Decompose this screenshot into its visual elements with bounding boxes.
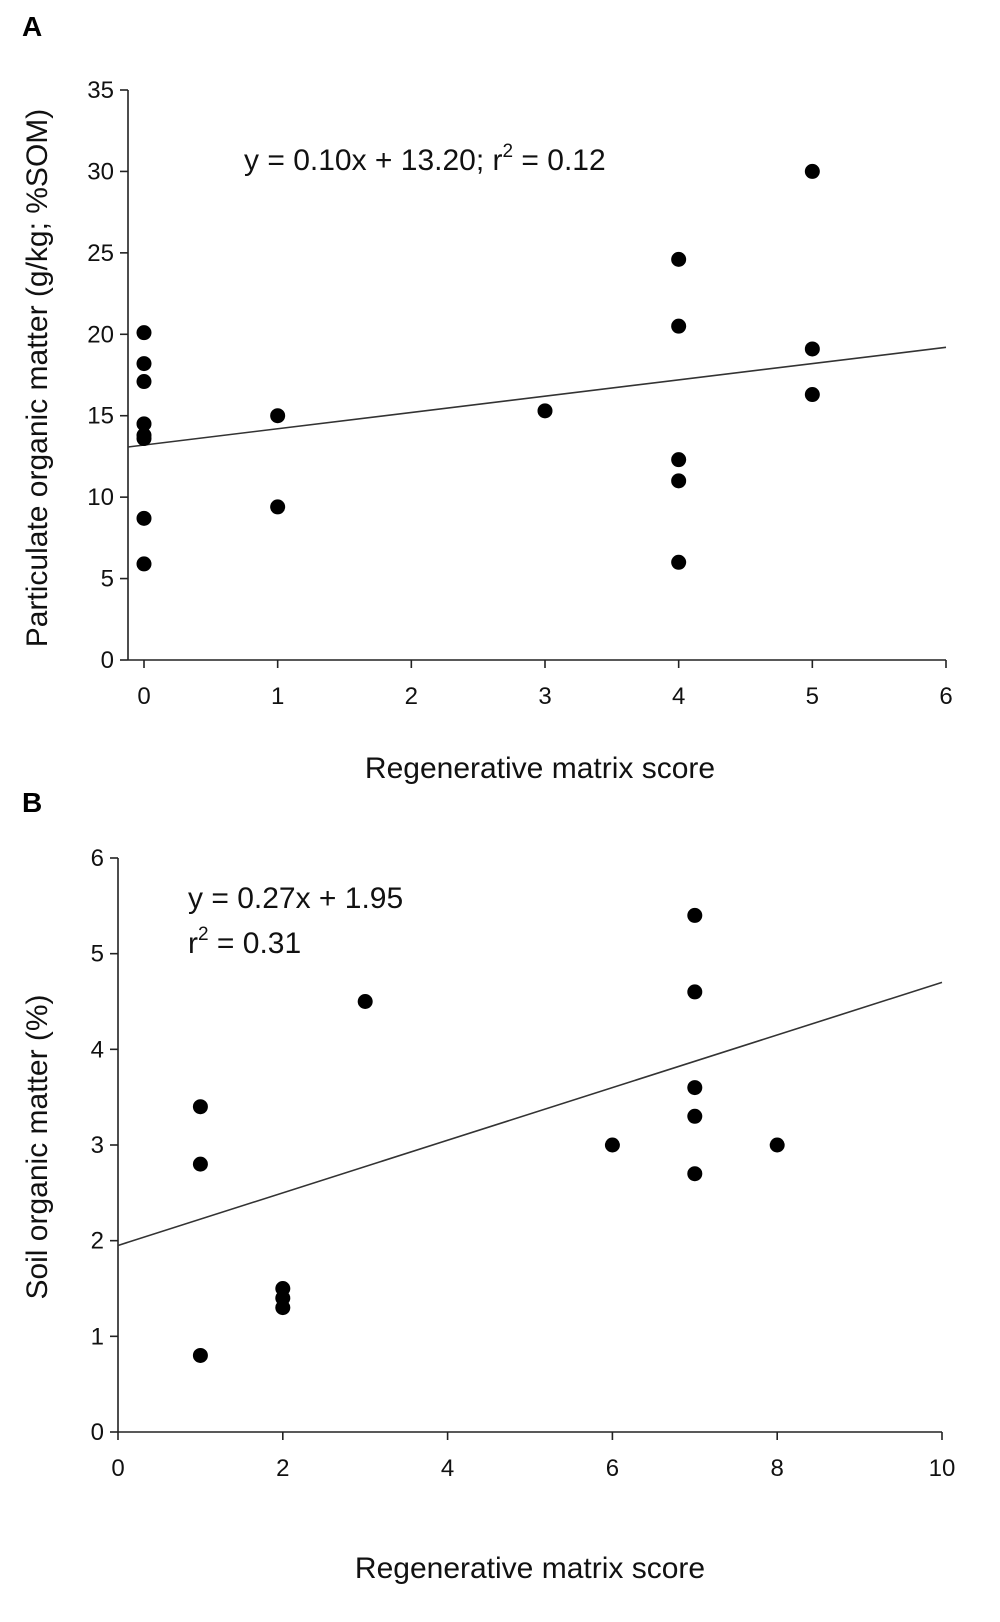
panel-a-trendline [127,346,947,448]
b-y-tick-label: 0 [91,1419,104,1446]
panel-a-equation: y = 0.10x + 13.20; r2 = 0.12 [244,141,606,177]
panel-b-points [192,907,785,1363]
a-data-point [804,387,820,403]
a-data-point [537,403,553,419]
b-data-point [687,984,703,1000]
a-data-point [136,325,152,341]
b-x-tick-label: 0 [111,1455,124,1482]
a-y-tick-label: 0 [101,647,114,674]
a-data-point [671,251,687,267]
b-data-point [192,1347,208,1363]
b-y-tick-label: 5 [91,941,104,968]
b-data-point [687,1108,703,1124]
panel-b-label: B [22,787,42,818]
b-data-point [604,1137,620,1153]
b-x-tick-label: 2 [276,1455,289,1482]
b-y-tick-label: 4 [91,1036,104,1063]
panel-a: A 0 5 10 15 20 25 30 35 0 1 2 3 4 5 6 y = 0.10x + 13.2… [21,11,953,785]
b-data-point [357,994,373,1009]
panel-b-equation-line1: y = 0.27x + 1.95 [188,882,403,915]
a-y-tick-label: 20 [87,321,114,348]
a-data-point [671,318,687,334]
a-y-tick-label: 10 [87,484,114,511]
panel-b: B 0 1 2 3 4 5 6 0 2 4 6 8 10 y = 0.27x + 1.95 r2 = 0… [21,787,955,1585]
panel-a-x-label: Regenerative matrix score [365,752,715,785]
panel-b-x-label: Regenerative matrix score [355,1552,705,1585]
a-data-point [671,554,687,570]
b-y-tick-label: 2 [91,1228,104,1255]
a-x-tick-label: 0 [137,683,150,710]
a-data-point [804,163,820,179]
panel-b-y-label: Soil organic matter (%) [21,994,54,1299]
a-data-point [136,374,152,390]
a-data-point [671,452,687,468]
a-y-tick-label: 15 [87,403,114,430]
panel-b-ticks: 0 1 2 3 4 5 6 0 2 4 6 8 10 [91,845,956,1482]
a-x-tick-label: 3 [538,683,551,710]
a-x-tick-label: 1 [271,683,284,710]
a-data-point [671,473,687,489]
b-data-point [687,1166,703,1182]
b-y-tick-label: 3 [91,1132,104,1159]
b-y-tick-label: 1 [91,1323,104,1350]
a-y-tick-label: 25 [87,240,114,267]
a-data-point [136,431,152,447]
b-x-tick-label: 10 [929,1455,956,1482]
a-data-point [136,510,152,526]
a-data-point [270,408,286,424]
panel-b-trendline [117,981,943,1247]
b-data-point [192,1099,208,1115]
b-y-tick-label: 6 [91,845,104,872]
a-y-tick-label: 35 [87,77,114,104]
b-x-tick-label: 6 [606,1455,619,1482]
a-x-tick-label: 5 [806,683,819,710]
panel-a-ticks: 0 5 10 15 20 25 30 35 0 1 2 3 4 5 6 [87,77,952,710]
a-y-tick-label: 5 [101,566,114,593]
a-data-point [136,556,152,572]
a-data-point [136,356,152,372]
b-x-tick-label: 8 [771,1455,784,1482]
a-x-tick-label: 2 [405,683,418,710]
b-data-point [687,907,703,923]
panel-a-y-label: Particulate organic matter (g/kg; %SOM) [21,109,54,648]
a-data-point [270,499,286,515]
a-data-point [136,416,152,432]
a-x-tick-label: 6 [939,683,952,710]
panel-a-points [136,163,820,572]
a-y-tick-label: 30 [87,158,114,185]
a-x-tick-label: 4 [672,683,685,710]
panel-b-equation-line2: r2 = 0.31 [188,924,301,960]
b-x-tick-label: 4 [441,1455,454,1482]
a-data-point [804,341,820,357]
b-data-point [275,1300,291,1316]
b-data-point [687,1080,703,1096]
panel-a-label: A [22,11,42,42]
b-data-point [192,1156,208,1172]
b-data-point [769,1137,785,1153]
